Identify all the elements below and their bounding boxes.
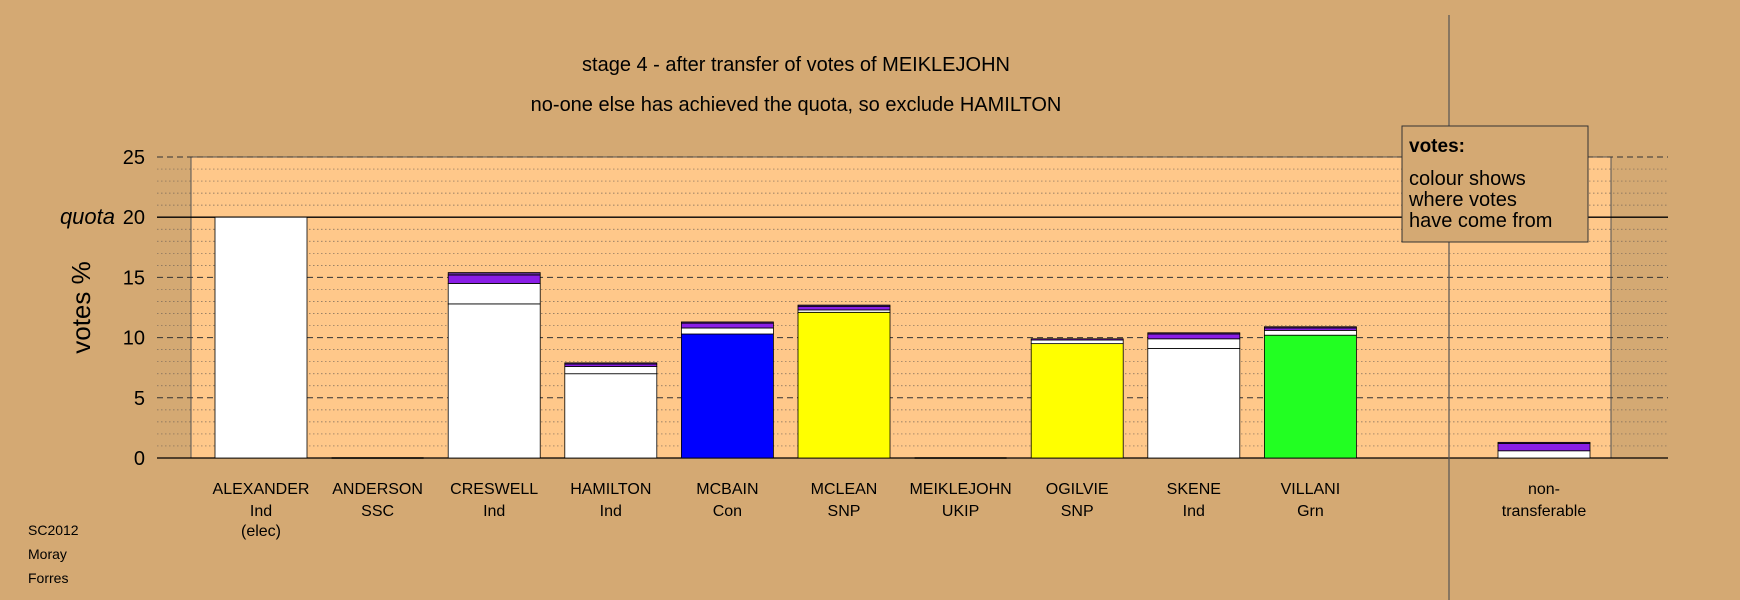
x-label-party: Ind	[600, 503, 622, 520]
x-label-name: CRESWELL	[450, 481, 538, 498]
x-label-name: VILLANI	[1281, 481, 1341, 498]
bar-hamilton-segment	[564, 366, 658, 375]
x-label-party: Ind	[250, 503, 272, 520]
bar-creswell-segment	[447, 303, 541, 459]
bar-ogilvie-segment	[1030, 339, 1124, 345]
x-label-name: HAMILTON	[570, 481, 651, 498]
bar-nontransferable-segment	[1497, 441, 1591, 444]
bar-nontransferable-segment	[1497, 443, 1591, 452]
footer-line-2: Moray	[28, 546, 67, 562]
bar-skene-segment	[1147, 338, 1241, 349]
footer-line-1: SC2012	[28, 522, 79, 538]
bar-mcbain-segment	[681, 333, 774, 459]
plot-area	[157, 15, 1668, 600]
bars	[214, 216, 1591, 459]
bar-mcbain-segment	[681, 322, 774, 329]
x-label-name: MEIKLEJOHN	[909, 481, 1011, 498]
legend-line-1: colour shows	[1409, 168, 1526, 190]
x-labels: ALEXANDER Ind (elec) ANDERSON SSC CRESWELL Ind…	[213, 481, 1587, 540]
bar-hamilton-segment	[564, 362, 658, 365]
x-label-party: UKIP	[942, 503, 979, 520]
plot-background	[190, 156, 1612, 459]
x-label-name: MCLEAN	[811, 481, 878, 498]
x-label-nontransferable: transferable	[1502, 503, 1587, 520]
bar-mcbain-segment	[681, 321, 774, 324]
footer-line-3: Forres	[28, 570, 69, 586]
legend-box	[1401, 125, 1589, 243]
x-label-note: (elec)	[241, 523, 281, 540]
bar-ogilvie-segment	[1030, 343, 1124, 459]
x-label-party: SNP	[828, 503, 861, 520]
x-label-name: SKENE	[1167, 481, 1221, 498]
bar-mcbain-segment	[681, 327, 774, 335]
bar-skene-segment	[1147, 348, 1241, 459]
x-label-party: Grn	[1297, 503, 1324, 520]
legend-line-3: have come from	[1409, 210, 1552, 232]
chart-subtitle: no-one else has achieved the quota, so e…	[531, 94, 1062, 116]
bar-villani-segment	[1264, 334, 1357, 459]
bar-creswell-segment	[447, 272, 541, 276]
x-label-party: SSC	[361, 503, 394, 520]
y-tick-label: 10	[123, 328, 145, 350]
legend-title: votes:	[1409, 136, 1465, 157]
x-label-party: Ind	[1183, 503, 1205, 520]
bar-villani-segment	[1264, 326, 1357, 329]
bar-villani-segment	[1264, 329, 1357, 336]
bar-alexander-segment	[214, 216, 308, 459]
x-label-party: SNP	[1061, 503, 1094, 520]
x-label-party: Ind	[483, 503, 505, 520]
bar-skene-segment	[1147, 332, 1241, 335]
x-label-name: ALEXANDER	[213, 481, 310, 498]
x-label-name: MCBAIN	[696, 481, 758, 498]
x-label-party: Con	[713, 503, 742, 520]
y-axis: 0 5 10 15 20 25 quota votes %	[60, 147, 145, 470]
legend: votes: colour shows where votes have com…	[1401, 125, 1589, 243]
bar-hamilton-segment	[564, 373, 658, 459]
bar-creswell-segment	[447, 283, 541, 305]
y-tick-label: 15	[123, 267, 145, 289]
bar-creswell-segment	[447, 274, 541, 284]
bar-ogilvie-segment	[1030, 338, 1124, 341]
y-tick-label: 5	[134, 388, 145, 410]
x-label-nontransferable: non-	[1528, 481, 1560, 498]
legend-line-2: where votes	[1408, 189, 1517, 211]
y-axis-label: votes %	[66, 261, 96, 354]
y-tick-label: 20	[123, 207, 145, 229]
y-tick-label: 25	[123, 147, 145, 169]
bar-mclean-segment	[797, 311, 891, 459]
y-tick-label: 0	[134, 448, 145, 470]
bar-skene-segment	[1147, 333, 1241, 340]
bar-nontransferable-segment	[1497, 450, 1591, 459]
quota-label: quota	[60, 204, 115, 229]
x-label-name: ANDERSON	[332, 481, 423, 498]
bar-mclean-segment	[797, 304, 891, 307]
bar-mclean-segment	[797, 305, 891, 311]
x-label-name: OGILVIE	[1046, 481, 1109, 498]
chart-title: stage 4 - after transfer of votes of MEI…	[582, 54, 1010, 76]
